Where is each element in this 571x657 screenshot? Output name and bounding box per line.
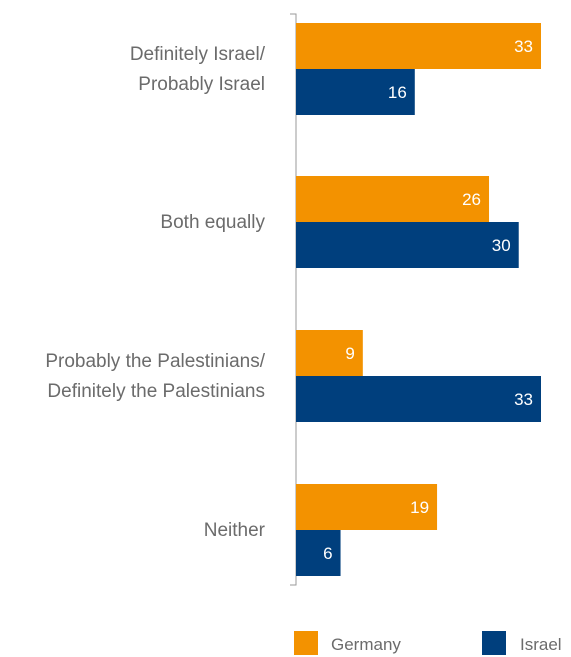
- category-label-line: Neither: [204, 520, 266, 541]
- legend-swatch-germany: [294, 631, 318, 655]
- bar-israel: [296, 69, 415, 115]
- legend-label-israel: Israel: [520, 635, 562, 654]
- category-axis: [290, 13, 297, 586]
- category-label-line: Probably Israel: [138, 74, 265, 95]
- category-label: Both equally: [160, 212, 265, 233]
- bar-israel: [296, 376, 541, 422]
- category-labels: Definitely Israel/Probably Israel Both eq…: [45, 44, 265, 541]
- data-label: 19: [410, 498, 429, 517]
- category-label-line: Definitely Israel/: [130, 44, 266, 65]
- bar-germany: [296, 23, 541, 69]
- legend: Germany Israel: [294, 631, 562, 655]
- bar-germany: [296, 484, 438, 530]
- bar-germany: [296, 330, 363, 376]
- category-label: Definitely Israel/Probably Israel: [130, 44, 266, 95]
- data-label: 6: [323, 544, 332, 563]
- bar-israel: [296, 222, 519, 268]
- data-label: 9: [345, 344, 354, 363]
- bar-germany: [296, 176, 490, 222]
- data-label: 33: [514, 390, 533, 409]
- data-label: 30: [492, 236, 511, 255]
- bar-israel: [296, 530, 341, 576]
- category-label-line: Both equally: [160, 212, 265, 233]
- data-label: 33: [514, 37, 533, 56]
- legend-swatch-israel: [482, 631, 506, 655]
- category-label: Neither: [204, 520, 266, 541]
- legend-label-germany: Germany: [331, 635, 401, 654]
- category-label-line: Probably the Palestinians/: [45, 351, 265, 372]
- category-label-line: Definitely the Palestinians: [47, 381, 265, 402]
- data-label: 26: [462, 190, 481, 209]
- data-label: 16: [388, 83, 407, 102]
- bars: 33 16 26 30 9 33 19 6: [296, 23, 541, 576]
- category-label: Probably the Palestinians/Definitely the…: [45, 351, 265, 402]
